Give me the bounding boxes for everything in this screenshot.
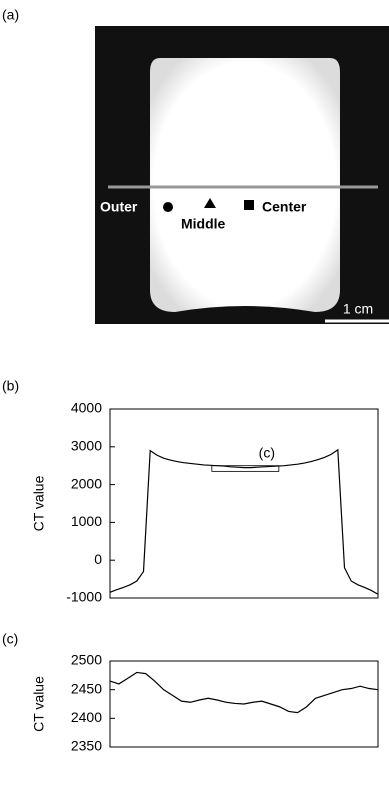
- data-line: [110, 672, 378, 712]
- panel-label: (c): [2, 631, 18, 647]
- y-tick-label: 2450: [71, 680, 102, 696]
- middle-label: Middle: [181, 216, 226, 232]
- y-tick-label: 2400: [71, 709, 102, 725]
- page: (a) Outer Middle Center 1 cm (b) CT value…: [0, 0, 389, 785]
- y-tick-label: 4000: [71, 400, 102, 416]
- plot-frame: [110, 409, 378, 598]
- annotation: (c): [259, 444, 275, 460]
- y-tick-label: 1000: [71, 513, 102, 529]
- y-tick-label: 3000: [71, 438, 102, 454]
- panel-label: (a): [2, 7, 19, 23]
- y-tick-label: 2350: [71, 738, 102, 754]
- y-tick-label: 2500: [71, 652, 102, 668]
- phantom: [150, 58, 340, 312]
- outer-marker: [163, 202, 173, 212]
- y-tick-label: 0: [94, 551, 102, 567]
- y-tick-label: -1000: [66, 589, 102, 605]
- center-label: Center: [262, 199, 307, 215]
- y-tick-label: 2000: [71, 475, 102, 491]
- panel-label: (b): [2, 378, 19, 394]
- y-axis-title: CT value: [31, 475, 47, 531]
- y-axis-title: CT value: [31, 676, 47, 732]
- figure: (a) Outer Middle Center 1 cm (b) CT value…: [0, 0, 389, 785]
- outer-label: Outer: [100, 199, 138, 215]
- center-marker: [244, 200, 254, 210]
- scale-label: 1 cm: [343, 301, 373, 317]
